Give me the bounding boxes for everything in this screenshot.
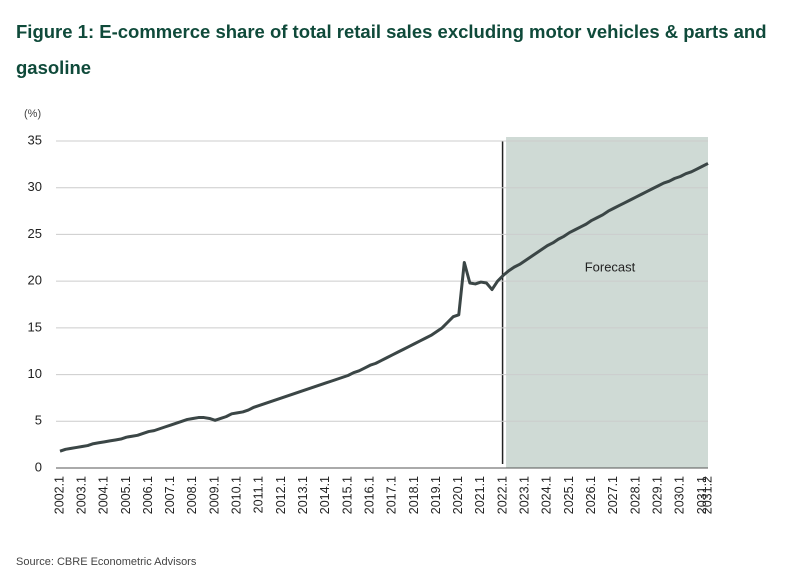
x-tick-label: 2003.1 — [74, 476, 88, 514]
x-tick-label: 2016.1 — [362, 476, 376, 514]
x-tick-label: 2007.1 — [163, 476, 177, 514]
x-tick-label: 2011.1 — [252, 476, 266, 513]
x-tick-label: 2026.1 — [584, 476, 598, 514]
y-tick-label: 35 — [28, 132, 42, 147]
x-tick-label: 2030.1 — [673, 476, 687, 514]
x-tick-label: 2020.1 — [451, 476, 465, 514]
x-tick-label: 2029.1 — [650, 476, 664, 514]
x-tick-label: 2031.2 — [700, 476, 714, 514]
x-tick-label: 2022.1 — [495, 476, 509, 514]
y-tick-label: 15 — [28, 319, 42, 334]
y-tick-label: 30 — [28, 179, 42, 194]
y-tick-label: 5 — [35, 413, 42, 428]
x-tick-label: 2027.1 — [606, 476, 620, 514]
x-tick-label: 2006.1 — [141, 476, 155, 514]
source: Source: CBRE Econometric Advisors — [16, 556, 197, 568]
x-tick-label: 2004.1 — [97, 476, 111, 514]
x-tick-label: 2018.1 — [407, 476, 421, 514]
x-tick-label: 2005.1 — [119, 476, 133, 514]
forecast-label: Forecast — [585, 259, 636, 274]
y-tick-label: 0 — [35, 459, 42, 474]
x-tick-label: 2013.1 — [296, 476, 310, 514]
x-tick-label: 2024.1 — [540, 476, 554, 514]
x-tick-label: 2031.1 — [695, 476, 709, 514]
x-tick-label: 2012.1 — [274, 476, 288, 514]
x-tick-label: 2008.1 — [185, 476, 199, 514]
x-tick-label: 2025.1 — [562, 476, 576, 514]
x-tick-label: 2009.1 — [207, 476, 221, 514]
forecast-area — [506, 137, 708, 468]
x-tick-label: 2002.1 — [52, 476, 66, 514]
y-tick-label: 25 — [28, 226, 42, 241]
y-tick-label: 10 — [28, 366, 42, 381]
x-tick-label: 2019.1 — [429, 476, 443, 514]
x-tick-label: 2014.1 — [318, 476, 332, 514]
x-tick-label: 2010.1 — [230, 476, 244, 514]
x-tick-label: 2017.1 — [385, 476, 399, 514]
x-tick-label: 2015.1 — [340, 476, 354, 514]
data-line — [59, 162, 709, 453]
x-tick-label: 2023.1 — [518, 476, 532, 514]
chart-title: Figure 1: E-commerce share of total reta… — [16, 21, 767, 78]
y-tick-label: 20 — [28, 273, 42, 288]
x-tick-label: 2028.1 — [628, 476, 642, 514]
y-axis-label: (%) — [24, 108, 41, 120]
x-tick-label: 2021.1 — [473, 476, 487, 514]
